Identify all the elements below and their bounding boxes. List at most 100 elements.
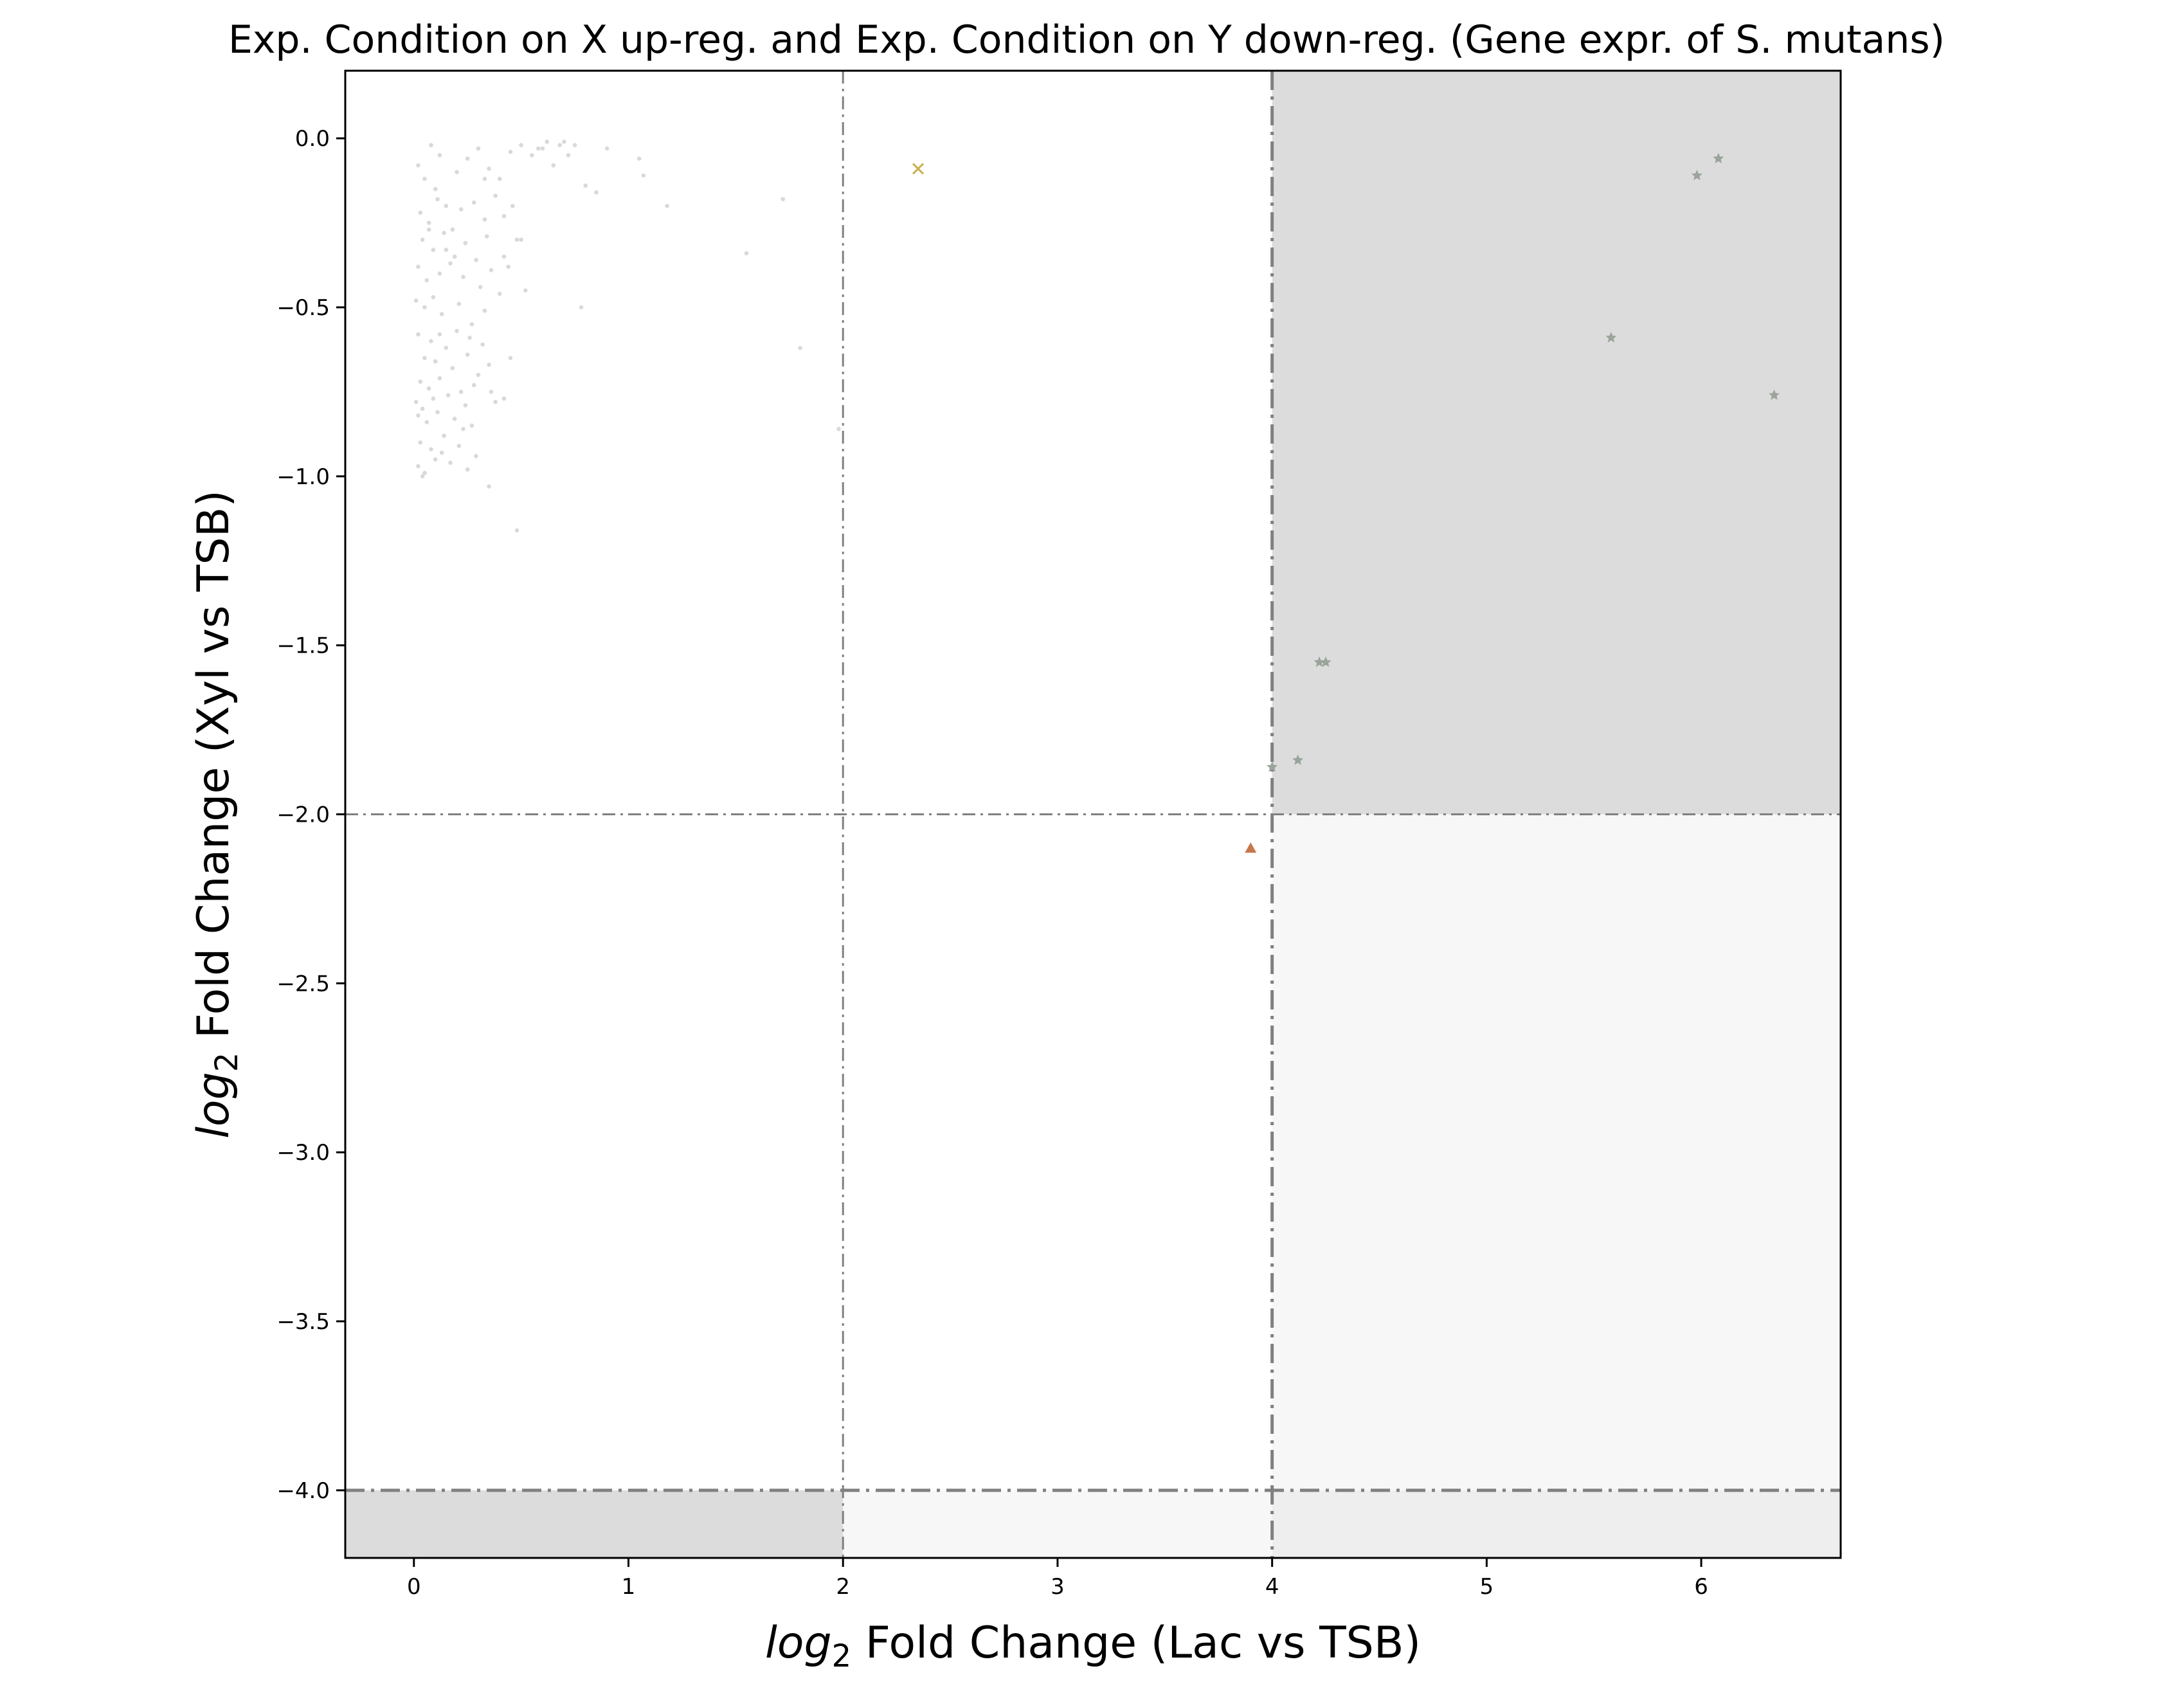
data-point [508,356,513,361]
data-point [422,356,427,361]
data-point [435,197,440,202]
shaded-region-5 [345,1490,844,1558]
x-axis-label: log2 Fold Change (Lac vs TSB) [765,1618,1421,1674]
x-tick-label: 1 [622,1574,636,1600]
y-tick-label: −3.5 [276,1309,330,1335]
data-point [530,153,534,158]
data-point [418,440,423,445]
y-axis-label: log2 Fold Change (Xyl vs TSB) [188,490,245,1139]
x-axis-ticks: 0 1 2 3 4 5 6 [407,1558,1708,1600]
y-axis-ticks: 0.0 −0.5 −1.0 −1.5 −2.0 −2.5 −3.0 −3.5 −4.0 [276,126,345,1504]
data-point [424,278,429,283]
data-point-star [1691,170,1702,181]
y-tick-label: 0.0 [295,126,330,152]
data-point [523,288,528,293]
data-point [422,471,427,475]
data-point [442,231,446,235]
data-point [446,393,451,397]
data-point [514,237,519,242]
data-point [455,170,459,175]
data-point [429,143,433,147]
data-point [540,146,545,151]
data-point [426,227,431,232]
data-point [420,237,425,242]
x-axis-label-text: Fold Change (Lac vs TSB) [851,1618,1421,1668]
data-point [469,321,474,327]
data-point [435,410,440,415]
data-point [636,156,642,161]
data-point [471,383,476,388]
data-point [471,200,476,205]
data-point [501,254,507,259]
data-point [413,399,419,404]
data-point [418,379,423,384]
data-point [450,366,455,370]
x-tick-label: 4 [1265,1574,1279,1600]
data-point [416,163,420,168]
chart-title: Exp. Condition on X up-reg. and Exp. Con… [228,17,1945,62]
data-point [482,217,487,222]
data-point [482,308,487,313]
data-point [493,194,498,198]
data-point [478,285,483,289]
data-point [416,464,420,469]
data-point [510,203,515,208]
data-point [429,339,433,343]
data-point [437,332,442,337]
data-point [836,426,841,431]
data-point [506,264,510,269]
data-point [476,372,481,377]
data-point [798,345,802,350]
data-point [431,294,436,300]
data-point [458,207,464,212]
data-point [641,173,646,178]
data-point [455,329,459,334]
data-point [413,298,419,303]
y-tick-label: −2.0 [276,802,330,828]
y-tick-label: −1.0 [276,464,330,490]
data-point [508,149,513,154]
data-point [497,291,502,296]
shaded-region-4 [843,1490,1272,1558]
data-point [579,305,584,310]
data-point [463,240,468,246]
data-points [413,140,1780,853]
data-point [422,305,427,310]
data-point [452,254,457,259]
data-point-star [1605,332,1617,343]
data-point [572,143,577,147]
x-tick-label: 5 [1480,1574,1494,1600]
data-point [444,345,449,350]
data-point [487,167,491,171]
data-point [474,258,478,262]
data-point-x [912,163,925,175]
data-point [489,390,494,394]
data-point [482,176,487,181]
data-point-star [1769,389,1780,400]
data-point [463,403,468,408]
data-point-star [1267,761,1278,772]
data-point [416,413,420,418]
data-point [604,146,609,151]
data-point [487,363,491,367]
data-point [437,376,442,381]
data-point-star [1313,656,1325,667]
data-point [437,153,442,158]
shaded-region-1 [1272,71,1841,815]
y-axis-label-text: Fold Change (Xyl vs TSB) [188,490,239,1053]
data-point [420,474,425,479]
x-tick-label: 6 [1694,1574,1708,1600]
data-point [480,342,485,347]
data-point [422,176,427,181]
data-point [484,234,489,239]
y-tick-label: −2.5 [276,971,330,997]
y-tick-label: −1.5 [276,633,330,659]
data-point [416,332,420,337]
data-point-triangle [1245,842,1257,853]
data-point [444,203,449,208]
data-point [566,153,571,158]
data-point [474,453,478,458]
data-point [545,140,549,144]
data-point [426,386,431,391]
